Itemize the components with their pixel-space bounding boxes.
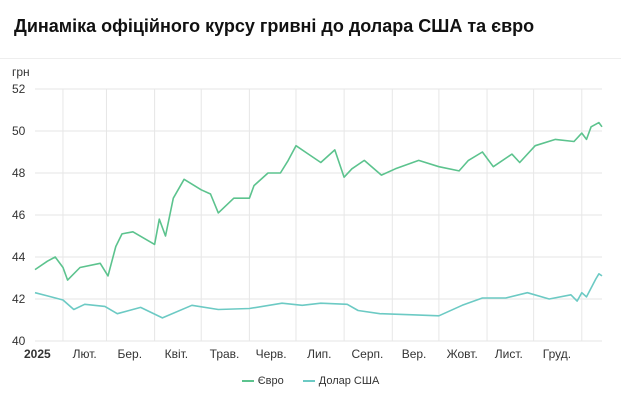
y-axis-label: грн [12, 65, 30, 79]
x-tick-label: Квіт. [165, 347, 189, 361]
grid [35, 88, 602, 342]
x-tick-label: Серп. [352, 347, 384, 361]
legend: Євро Долар США [0, 375, 621, 387]
legend-item-usd[interactable]: Долар США [302, 375, 380, 387]
x-tick-label: Лист. [495, 347, 523, 361]
y-tick-label: 40 [12, 334, 26, 348]
x-tick-label: Вер. [402, 347, 427, 361]
x-tick-label: Лют. [73, 347, 97, 361]
x-tick-label: Жовт. [447, 347, 478, 361]
x-tick-label: Бер. [117, 347, 142, 361]
y-tick-label: 44 [12, 250, 26, 264]
legend-item-euro[interactable]: Євро [241, 375, 284, 387]
y-tick-label: 50 [12, 124, 26, 138]
legend-label: Долар США [318, 375, 380, 387]
y-tick-label: 42 [12, 292, 26, 306]
series-lines [34, 121, 603, 319]
series-line-euro [34, 121, 603, 281]
series-line-usd [34, 273, 603, 319]
x-tick-label: 2025 [24, 347, 51, 361]
y-tick-label: 48 [12, 166, 26, 180]
legend-swatch [302, 380, 315, 383]
y-tick-label: 52 [12, 82, 26, 96]
y-tick-label: 46 [12, 208, 26, 222]
legend-swatch [241, 380, 254, 383]
x-tick-label: Черв. [256, 347, 287, 361]
chart-title: Динаміка офіційного курсу гривні до дола… [14, 16, 535, 36]
x-tick-label: Груд. [543, 347, 571, 361]
header-divider [0, 58, 621, 59]
legend-label: Євро [257, 375, 284, 387]
x-tick-label: Трав. [210, 347, 240, 361]
axes: 40 42 44 46 48 50 52 грн 2025 Лют. Бер. Квіт. Трав. Ч… [12, 65, 571, 361]
x-tick-label: Лип. [307, 347, 331, 361]
